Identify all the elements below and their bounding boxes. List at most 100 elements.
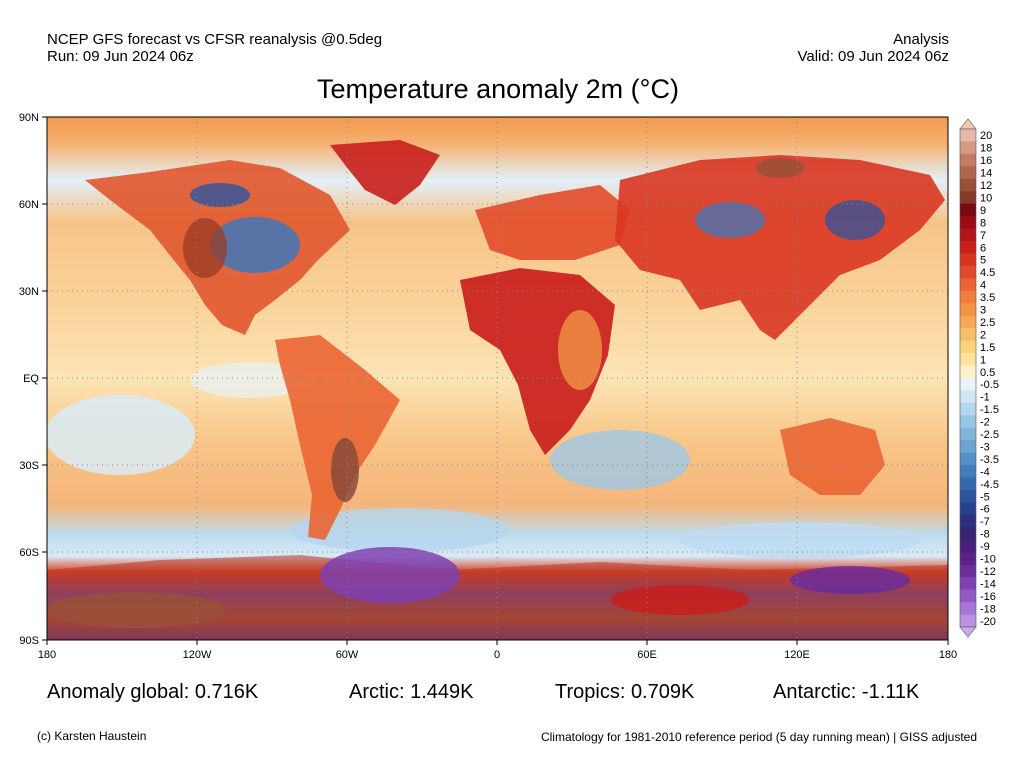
tropics-anomaly: Tropics: 0.709K — [555, 681, 695, 703]
lon-label: 0 — [494, 649, 500, 661]
color-legend: 201816141210987654.543.532.521.510.5-0.5… — [959, 118, 999, 638]
latitude-labels: 90N 60N 30N EQ 30S 60S 90S — [19, 112, 40, 647]
lon-label: 60W — [336, 649, 359, 661]
lat-label: 60S — [19, 547, 39, 559]
axis-ticks — [42, 116, 949, 645]
legend-swatch — [960, 253, 976, 267]
legend-label: 12 — [980, 180, 992, 192]
legend-swatch — [960, 477, 976, 491]
legend-label: 1.5 — [980, 342, 995, 354]
legend-label: -7 — [980, 516, 990, 528]
lat-label: 90N — [19, 112, 39, 124]
legend-label: 9 — [980, 205, 986, 217]
lat-label: EQ — [23, 373, 39, 385]
legend-swatch — [960, 228, 976, 242]
lat-label: 30S — [19, 460, 39, 472]
credit: (c) Karsten Haustein — [37, 729, 147, 743]
legend-swatch — [960, 402, 976, 416]
page-title: Temperature anomaly 2m (°C) — [317, 74, 679, 104]
run-time: Run: 09 Jun 2024 06z — [47, 48, 194, 65]
legend-swatch — [960, 390, 976, 404]
legend-label: -3 — [980, 441, 990, 453]
legend-swatch — [960, 353, 976, 367]
legend-label: -1.5 — [980, 404, 999, 416]
legend-swatch — [960, 440, 976, 454]
legend-swatch — [960, 141, 976, 155]
legend-label: -8 — [980, 529, 990, 541]
model-description: NCEP GFS forecast vs CFSR reanalysis @0.… — [47, 31, 383, 48]
legend-swatch — [960, 191, 976, 205]
longitude-labels: 180 120W 60W 0 60E 120E 180 — [38, 649, 957, 661]
legend-label: 14 — [980, 168, 992, 180]
legend-label: -20 — [980, 616, 996, 628]
legend-label: -3.5 — [980, 454, 999, 466]
legend-label: 10 — [980, 192, 992, 204]
legend-swatch — [960, 265, 976, 279]
legend-label: -4.5 — [980, 479, 999, 491]
climatology-note: Climatology for 1981-2010 reference peri… — [540, 730, 977, 744]
legend-label: 4 — [980, 280, 986, 292]
legend-label: 2.5 — [980, 317, 995, 329]
graticule — [47, 117, 948, 640]
legend-label: -6 — [980, 504, 990, 516]
legend-swatch — [960, 465, 976, 479]
legend-label: 5 — [980, 255, 986, 267]
lon-label: 60E — [637, 649, 657, 661]
legend-label: -2.5 — [980, 429, 999, 441]
legend-swatch — [960, 589, 976, 603]
legend-swatch — [960, 365, 976, 379]
legend-label: 16 — [980, 155, 992, 167]
legend-swatch — [960, 216, 976, 230]
legend-swatch — [960, 427, 976, 441]
legend-swatch — [960, 378, 976, 391]
legend-label: 0.5 — [980, 367, 995, 379]
legend-swatch — [960, 315, 976, 329]
legend-swatch — [960, 241, 976, 254]
legend-label: 3 — [980, 305, 986, 317]
legend-swatch — [960, 614, 976, 628]
legend-label: 8 — [980, 217, 986, 229]
valid-time: Valid: 09 Jun 2024 06z — [797, 48, 949, 65]
legend-arrow-bottom — [959, 626, 977, 638]
legend-label: 2 — [980, 329, 986, 341]
legend-swatch — [960, 527, 976, 541]
legend-label: 7 — [980, 230, 986, 242]
analysis-label: Analysis — [893, 31, 949, 48]
legend-arrow-top — [959, 118, 977, 130]
legend-swatch — [960, 153, 976, 167]
lon-label: 180 — [38, 649, 56, 661]
lon-label: 180 — [939, 649, 957, 661]
legend-swatch — [960, 514, 976, 528]
lon-label: 120E — [784, 649, 810, 661]
lat-label: 30N — [19, 286, 39, 298]
legend-swatch — [960, 577, 976, 591]
legend-label: -2 — [980, 417, 990, 429]
legend-swatch — [960, 602, 976, 616]
legend-swatch — [960, 278, 976, 292]
legend-label: -9 — [980, 541, 990, 553]
legend-swatch — [960, 502, 976, 516]
legend-label: -18 — [980, 603, 996, 615]
legend-label: -1 — [980, 392, 990, 404]
legend-swatch — [960, 564, 976, 578]
legend-label: -0.5 — [980, 379, 999, 391]
lon-label: 120W — [183, 649, 212, 661]
legend-swatch — [960, 203, 976, 217]
legend-label: -16 — [980, 591, 996, 603]
lat-label: 60N — [19, 199, 39, 211]
legend-swatch — [960, 539, 976, 553]
legend-swatch — [960, 490, 976, 503]
legend-swatch — [960, 340, 976, 354]
legend-label: 18 — [980, 143, 992, 155]
arctic-anomaly: Arctic: 1.449K — [349, 681, 474, 703]
legend-label: 3.5 — [980, 292, 995, 304]
legend-swatch — [960, 552, 976, 566]
legend-swatch — [960, 166, 976, 180]
legend-label: 4.5 — [980, 267, 995, 279]
legend-swatch — [960, 452, 976, 466]
legend-swatch — [960, 415, 976, 429]
legend-swatch — [960, 328, 976, 342]
legend-label: -12 — [980, 566, 996, 578]
legend-label: -10 — [980, 554, 996, 566]
legend-label: -14 — [980, 578, 996, 590]
